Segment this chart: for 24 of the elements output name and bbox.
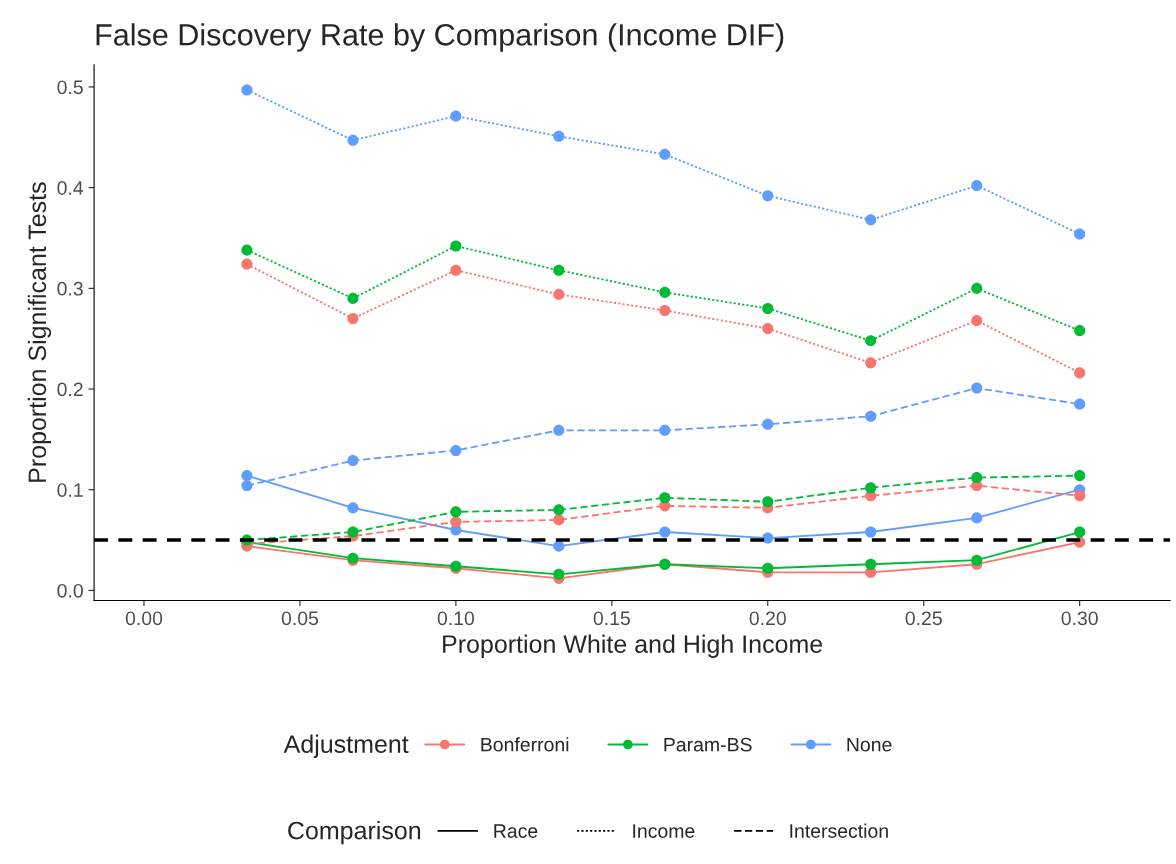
y-tick-label: 0.0 — [57, 583, 83, 598]
text: Comparison — [288, 821, 421, 845]
y-tick-label: 0.2 — [57, 382, 83, 397]
y-tick-label: 0.3 — [57, 281, 83, 296]
text: Income — [633, 824, 695, 838]
x-tick-label: 0.15 — [593, 611, 630, 626]
x-axis-title: Proportion White and High Income — [443, 634, 823, 658]
x-tick-label: 0.00 — [125, 611, 163, 626]
legend-label: None — [847, 737, 892, 752]
legend-label: Bonferroni — [481, 737, 569, 752]
legend-label: Param-BS — [664, 737, 752, 752]
text: Race — [494, 824, 538, 838]
x-tick-label: 0.30 — [1061, 611, 1098, 626]
y-tick-label: 0.1 — [57, 483, 83, 497]
x-tick-label: 0.10 — [437, 611, 475, 626]
text: Intersection — [790, 823, 888, 838]
y-axis-title: Proportion Significant Tests — [27, 182, 52, 482]
x-tick-label: 0.05 — [281, 611, 319, 626]
x-tick-label: 0.20 — [749, 611, 786, 626]
y-tick-label: 0.5 — [57, 80, 83, 95]
y-tick-label: 0.4 — [57, 181, 84, 195]
chart-title: False Discovery Rate by Comparison (Income DIF) — [96, 23, 784, 52]
x-tick-label: 0.25 — [905, 611, 942, 626]
text: Adjustment — [283, 734, 409, 758]
